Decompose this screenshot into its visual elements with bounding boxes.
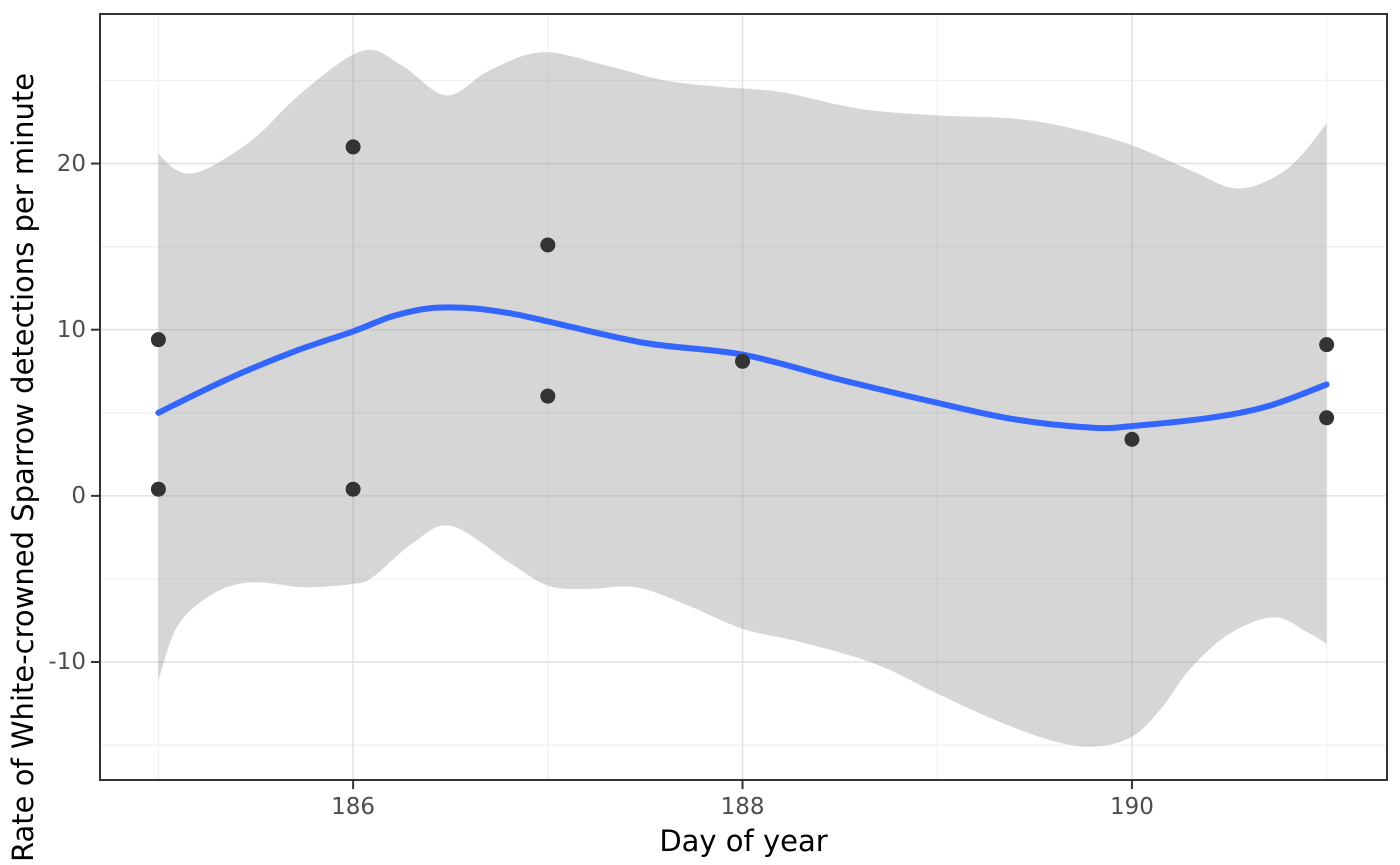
x-tick-label: 190 (1109, 794, 1154, 820)
y-tick-label: 0 (71, 482, 86, 509)
data-point (735, 353, 751, 369)
data-point (150, 332, 166, 348)
y-tick-label: 20 (56, 150, 86, 177)
confidence-band (158, 49, 1327, 747)
data-point (345, 481, 361, 497)
data-point (1319, 410, 1335, 426)
y-tick-label: -10 (48, 649, 86, 676)
data-point (150, 481, 166, 497)
data-point (540, 388, 556, 404)
x-tick-label: 188 (720, 794, 765, 820)
data-point (1319, 337, 1335, 353)
x-tick-label: 186 (331, 794, 376, 820)
y-axis-title: Rate of White-crowned Sparrow detections… (6, 72, 40, 862)
data-point (1124, 431, 1140, 447)
smooth-line (155, 304, 1330, 432)
data-point (345, 139, 361, 155)
x-axis-title: Day of year (659, 824, 828, 858)
plot-panel (100, 14, 1387, 780)
y-tick-label: 10 (56, 316, 86, 343)
data-point (540, 237, 556, 253)
